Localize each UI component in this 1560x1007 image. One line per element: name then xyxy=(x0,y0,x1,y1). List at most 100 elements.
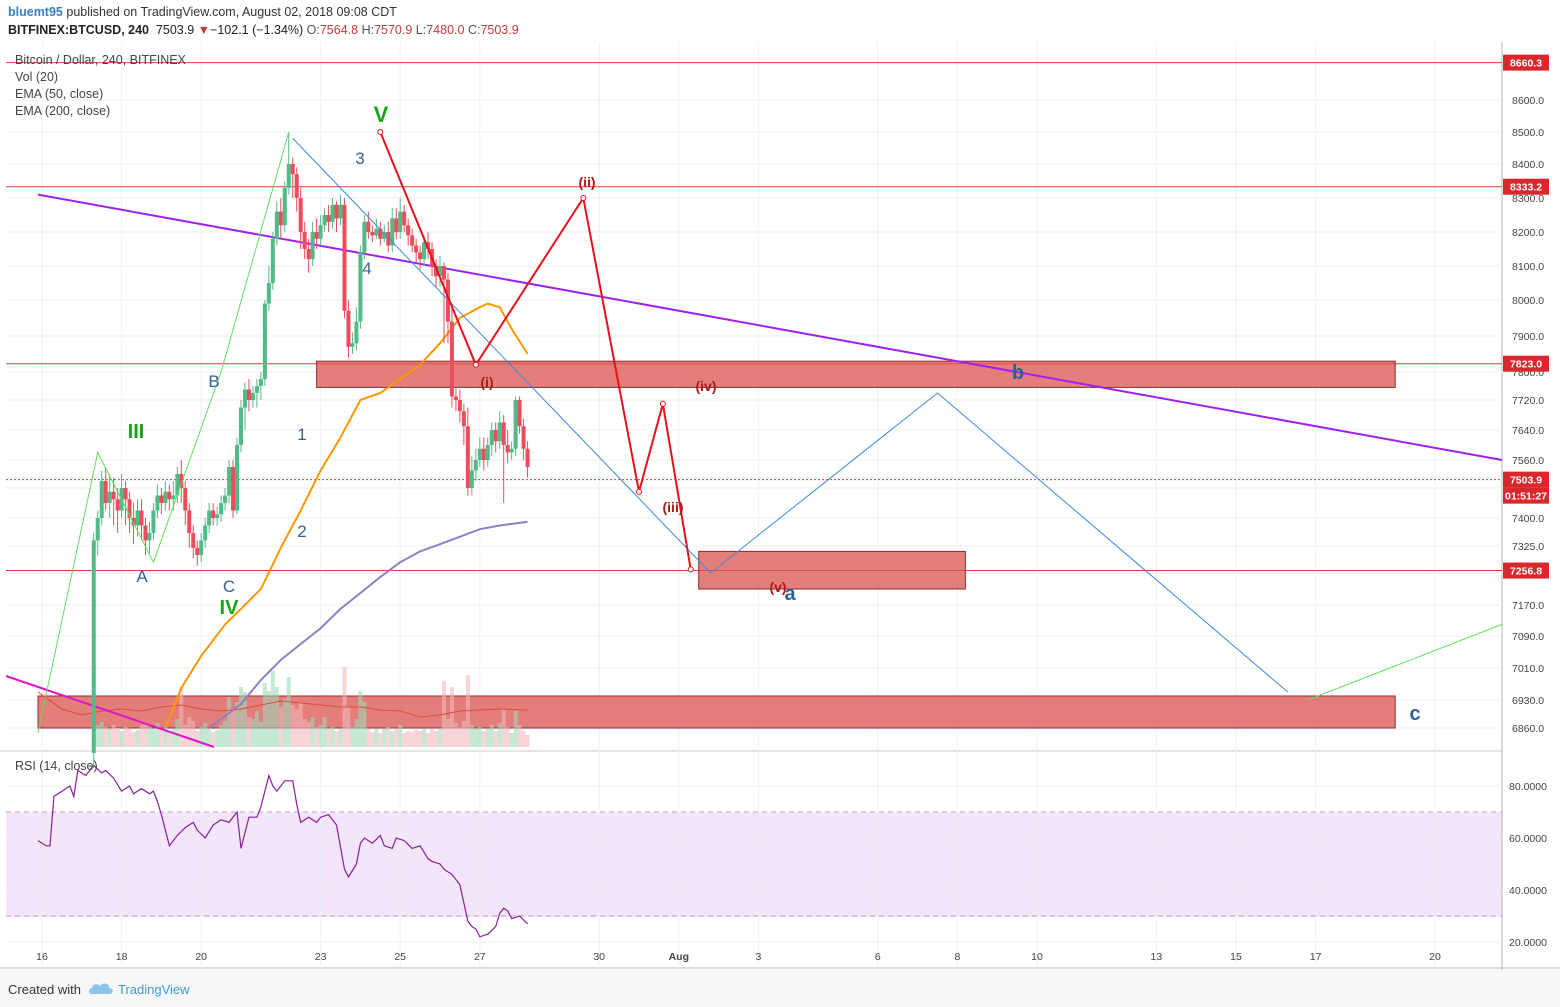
candle xyxy=(179,474,184,488)
volume-bar xyxy=(414,730,419,747)
volume-bar xyxy=(354,719,359,747)
volume-bar xyxy=(461,721,466,747)
volume-bar xyxy=(485,729,490,747)
volume-bar xyxy=(111,725,116,747)
candle xyxy=(481,448,486,460)
time-axis-label: 3 xyxy=(755,951,761,963)
high-value: 7570.9 xyxy=(374,23,413,37)
volume-bar xyxy=(449,687,454,747)
wave-label-iv-major: IV xyxy=(220,597,240,619)
volume-bar xyxy=(250,719,255,747)
volume-bar xyxy=(390,731,395,747)
volume-bar xyxy=(438,729,442,747)
volume-bar xyxy=(151,729,156,747)
candle xyxy=(338,204,343,219)
volume-bar xyxy=(203,723,208,747)
candle xyxy=(362,221,367,253)
candle xyxy=(434,266,439,277)
down-arrow-icon: ▼ xyxy=(197,23,211,37)
resistance-zone xyxy=(316,360,1396,388)
volume-bar xyxy=(517,725,522,747)
candle xyxy=(358,252,363,322)
volume-bar xyxy=(310,717,315,747)
candle xyxy=(294,174,299,198)
price-chart[interactable]: V (i) (ii) (iii) (iv) (v) III IV a b c 3 4 1 2 A B C 8700… xyxy=(0,42,1560,970)
volume-bar xyxy=(306,722,311,747)
rsi-axis-label: 40.0000 xyxy=(1509,885,1547,897)
wave-point xyxy=(580,195,587,201)
candle xyxy=(183,488,188,511)
volume-bar xyxy=(374,729,379,747)
volume-bar xyxy=(278,707,283,747)
volume-bar xyxy=(167,731,172,747)
author-link[interactable]: bluemt95 xyxy=(8,5,63,19)
volume-bar xyxy=(509,733,514,747)
volume-bar xyxy=(326,729,331,747)
time-axis-label: 20 xyxy=(195,951,207,963)
volume-bar xyxy=(386,727,391,747)
published-text: published on TradingView.com, August 02,… xyxy=(62,5,397,19)
time-axis-label: 13 xyxy=(1151,951,1163,963)
candle xyxy=(246,389,251,400)
candle xyxy=(242,389,247,408)
price-tag xyxy=(1503,471,1549,488)
price-tag-label: 8660.3 xyxy=(1510,58,1542,70)
volume-bar xyxy=(127,729,132,747)
candle xyxy=(517,400,522,427)
wave-point xyxy=(377,129,384,135)
volume-bar xyxy=(521,731,526,747)
tradingview-cloud-icon[interactable] xyxy=(88,980,114,996)
candle xyxy=(282,187,287,226)
tradingview-link[interactable]: TradingView xyxy=(118,982,190,997)
volume-bar xyxy=(235,702,240,747)
time-axis-label: 18 xyxy=(116,951,128,963)
candle xyxy=(191,532,196,548)
wave-label-b: b xyxy=(1012,362,1024,384)
wave-label-a: a xyxy=(784,583,796,605)
candle xyxy=(239,407,243,445)
candle xyxy=(438,266,442,277)
candle xyxy=(382,232,387,239)
low-label: L: xyxy=(415,23,427,37)
candle xyxy=(127,499,132,518)
volume-bar xyxy=(191,721,196,747)
candle xyxy=(95,518,100,541)
candle xyxy=(270,238,275,283)
candle xyxy=(298,198,303,232)
candle xyxy=(485,445,490,460)
close-label: C: xyxy=(467,23,481,37)
volume-bar xyxy=(398,725,403,747)
price-axis-label: 8500.0 xyxy=(1512,127,1544,139)
volume-bar xyxy=(219,725,224,747)
candle xyxy=(163,491,168,503)
low-value: 7480.0 xyxy=(426,23,465,37)
price-tag xyxy=(1503,178,1549,195)
candle xyxy=(489,430,494,445)
candle xyxy=(274,211,279,239)
time-axis-label: 16 xyxy=(36,951,48,963)
volume-bar xyxy=(445,719,450,747)
volume-bar xyxy=(223,721,228,747)
volume-bar xyxy=(199,727,204,747)
volume-bar xyxy=(227,697,232,747)
volume-bar xyxy=(505,727,510,747)
candle xyxy=(342,204,347,311)
volume-bar xyxy=(107,729,112,747)
time-axis-label: 17 xyxy=(1310,951,1322,963)
candle xyxy=(115,499,120,511)
price-change: −102.1 (−1.34%) xyxy=(210,23,304,37)
price-axis-label: 7640.0 xyxy=(1512,425,1544,437)
volume-bar xyxy=(469,725,474,747)
candle xyxy=(350,343,355,347)
volume-bar xyxy=(183,725,188,747)
volume-bar xyxy=(370,732,375,747)
wave-label-blue: 3 xyxy=(355,149,364,168)
candle xyxy=(525,448,530,467)
price-axis-label: 8400.0 xyxy=(1512,159,1544,171)
volume-bar xyxy=(453,723,458,747)
wave-point xyxy=(472,361,479,368)
volume-bar xyxy=(246,717,251,747)
red-wave-path xyxy=(379,131,692,570)
price-axis-label: 7900.0 xyxy=(1512,331,1544,343)
wave-label-i: (i) xyxy=(480,374,493,390)
